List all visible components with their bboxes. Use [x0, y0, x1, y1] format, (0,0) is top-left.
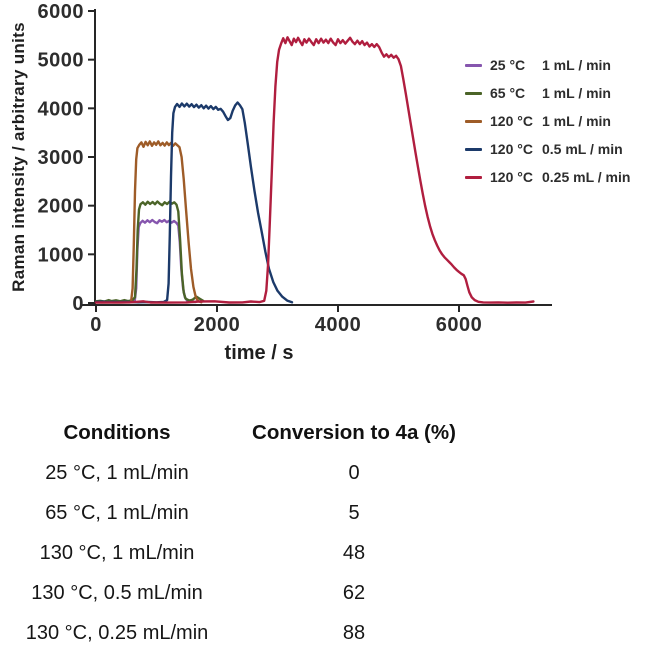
results-table-body: 25 °C, 1 mL/min 0 65 °C, 1 mL/min 5 130 °C, … [2, 453, 476, 646]
legend-swatch-120c-1ml [465, 119, 482, 123]
table-cell-conditions: 130 °C, 0.5 mL/min [31, 581, 203, 604]
legend-flow-label: 0.25 mL / min [542, 169, 631, 185]
legend-row-65c-1ml: 65 °C 1 mL / min [465, 79, 630, 107]
table-row: 130 °C, 0.5 mL/min 62 [2, 573, 476, 613]
legend-swatch-25c-1ml [465, 63, 482, 67]
chart-axes: 0 1000 2000 3000 4000 5000 6000 0 2000 4000 6000 [38, 1, 552, 336]
table-cell-conversion: 0 [348, 461, 360, 484]
raman-chart: 0 1000 2000 3000 4000 5000 6000 0 2000 4000 6000 R… [9, 1, 552, 364]
legend-temp-label: 120 °C [490, 141, 533, 157]
y-tick-label: 5000 [38, 50, 85, 72]
y-tick-label: 3000 [38, 147, 85, 169]
table-cell-conversion: 5 [348, 501, 360, 524]
results-table: Conditions Conversion to 4a (%) 25 °C, 1… [2, 412, 476, 646]
legend-temp-label: 25 °C [490, 57, 526, 73]
table-row: 25 °C, 1 mL/min 0 [2, 453, 476, 493]
table-cell-conversion: 88 [342, 621, 366, 644]
y-tick-label: 2000 [38, 196, 85, 218]
legend-flow-label: 1 mL / min [542, 57, 611, 73]
y-tick-label: 0 [72, 293, 84, 315]
results-table-header: Conditions Conversion to 4a (%) [2, 412, 476, 453]
y-tick-label: 6000 [38, 1, 85, 23]
legend-swatch-120c-025ml [465, 175, 482, 179]
legend-swatch-120c-05ml [465, 147, 482, 151]
series-line-120c-05ml [94, 101, 294, 304]
table-row: 130 °C, 0.25 mL/min 88 [2, 613, 476, 646]
table-cell-conditions: 130 °C, 1 mL/min [39, 541, 195, 564]
table-cell-conversion: 48 [342, 541, 366, 564]
x-tick-label: 2000 [194, 314, 241, 336]
series-line-120c-1ml [94, 140, 203, 304]
legend-swatch-65c-1ml [465, 91, 482, 95]
legend-flow-label: 1 mL / min [542, 113, 611, 129]
series-line-65c-1ml [94, 200, 205, 303]
legend-row-120c-05ml: 120 °C 0.5 mL / min [465, 135, 630, 163]
legend-temp-label: 120 °C [490, 113, 533, 129]
chart-legend: 25 °C 1 mL / min 65 °C 1 mL / min 120 °C 1 mL… [465, 51, 630, 191]
x-axis-title: time / s [225, 342, 294, 364]
table-cell-conversion: 62 [342, 581, 366, 604]
table-cell-conditions: 25 °C, 1 mL/min [45, 461, 189, 484]
legend-row-25c-1ml: 25 °C 1 mL / min [465, 51, 630, 79]
y-axis-title: Raman intensity / arbitrary units [9, 22, 28, 292]
legend-temp-label: 65 °C [490, 85, 526, 101]
series-line-120c-025ml [94, 36, 535, 304]
table-cell-conditions: 65 °C, 1 mL/min [45, 501, 189, 524]
legend-flow-label: 0.5 mL / min [542, 141, 623, 157]
x-tick-label: 6000 [436, 314, 483, 336]
legend-row-120c-025ml: 120 °C 0.25 mL / min [465, 163, 630, 191]
header-conversion: Conversion to 4a (%) [252, 420, 456, 444]
table-cell-conditions: 130 °C, 0.25 mL/min [25, 621, 209, 644]
table-row: 130 °C, 1 mL/min 48 [2, 533, 476, 573]
chart-series-group [94, 36, 535, 304]
legend-flow-label: 1 mL / min [542, 85, 611, 101]
y-tick-label: 4000 [38, 98, 85, 120]
legend-row-120c-1ml: 120 °C 1 mL / min [465, 107, 630, 135]
x-tick-label: 4000 [315, 314, 362, 336]
table-row: 65 °C, 1 mL/min 5 [2, 493, 476, 533]
y-tick-label: 1000 [38, 244, 85, 266]
x-tick-label: 0 [90, 314, 102, 336]
legend-temp-label: 120 °C [490, 169, 533, 185]
header-conditions: Conditions [63, 420, 171, 444]
